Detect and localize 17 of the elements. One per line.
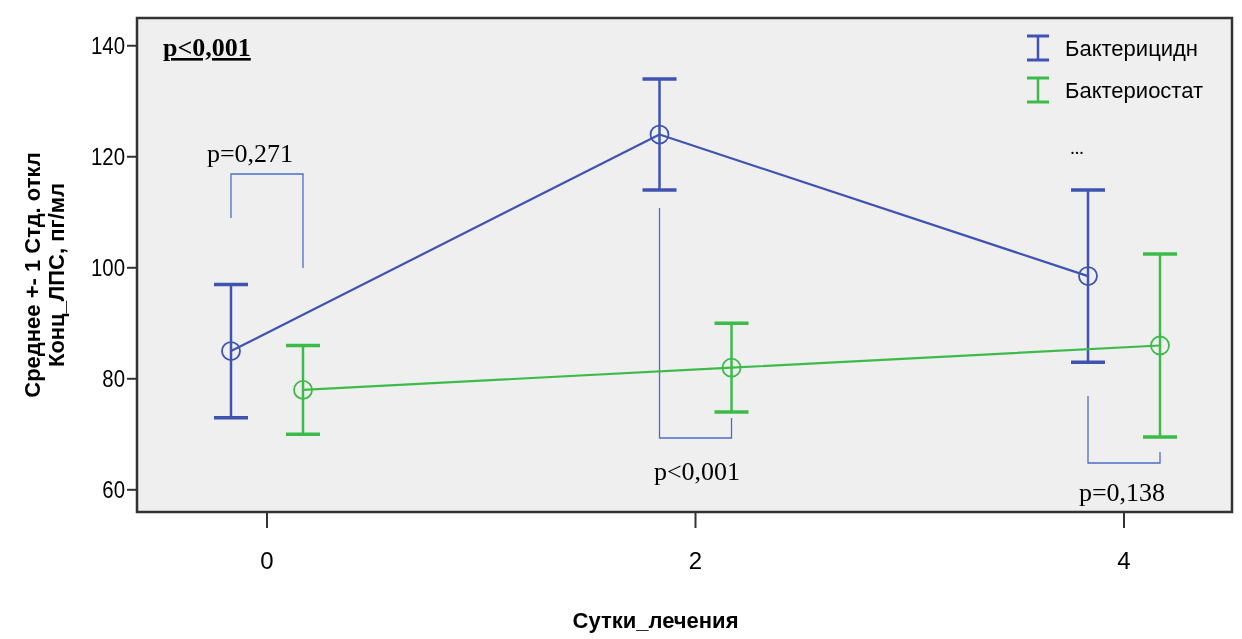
y-axis-title: Среднее +- 1 Стд. откл Конц_ЛПС, пг/мл (20, 152, 69, 398)
annotation: p=0,271 (206, 139, 294, 168)
annotation: p<0,001 (163, 33, 251, 62)
annotation: p<0,001 (653, 457, 741, 486)
y-tick-label: 60 (102, 476, 125, 504)
y-tick-label: 140 (90, 32, 125, 60)
legend-label: Бактериостат (1065, 78, 1204, 103)
y-tick-label: 100 (90, 254, 125, 282)
x-axis-title: Сутки_лечения (572, 608, 739, 633)
annotation: p=0,138 (1078, 478, 1166, 507)
y-tick-label: 80 (102, 365, 125, 393)
x-tick-label: 4 (1117, 547, 1131, 574)
annotation: ... (1070, 138, 1084, 158)
y-tick-label: 120 (90, 143, 125, 171)
x-tick-label: 0 (260, 547, 274, 574)
x-tick-label: 2 (688, 547, 703, 574)
legend-label: Бактерицидн (1065, 36, 1199, 61)
